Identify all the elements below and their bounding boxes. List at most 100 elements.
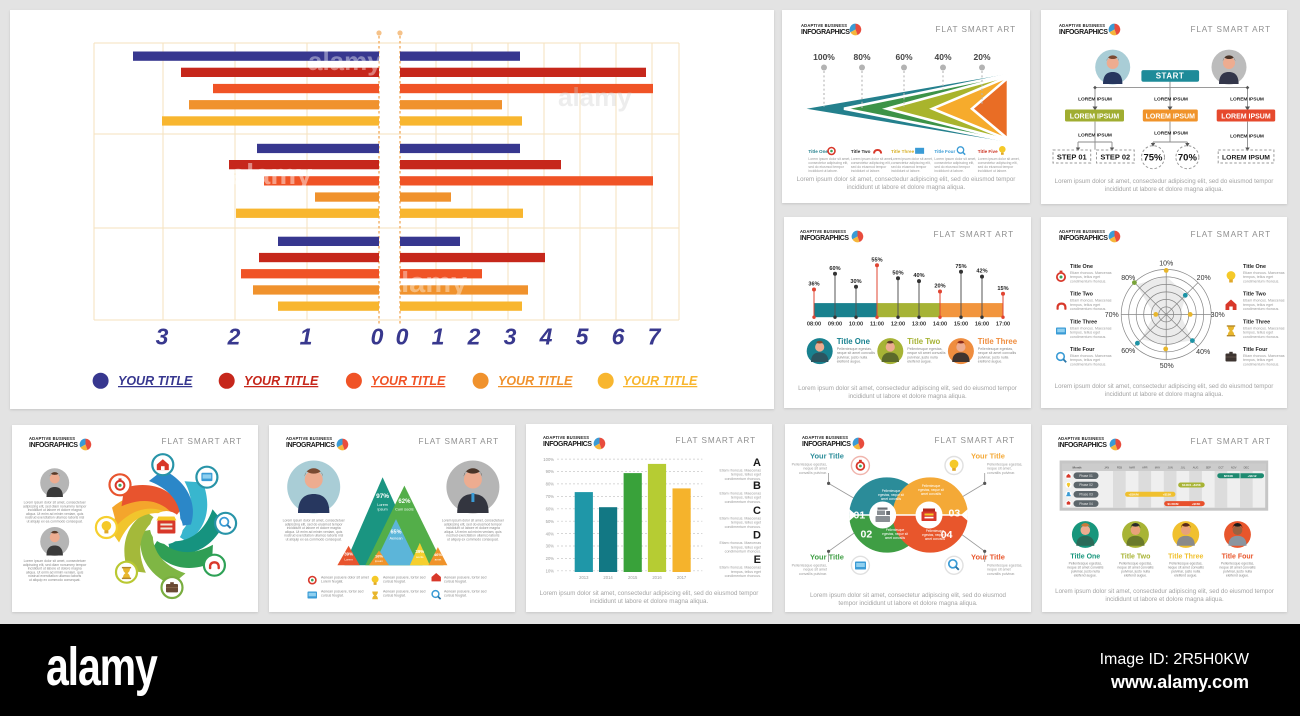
svg-text:Month: Month: [1073, 466, 1082, 470]
svg-text:50%: 50%: [892, 270, 903, 276]
svg-text:ut aliquip ex commodo consequa: ut aliquip ex commodo consequat.: [447, 538, 499, 542]
svg-text:Title One: Title One: [1070, 554, 1100, 561]
svg-text:Title Four: Title Four: [1243, 347, 1268, 353]
svg-text:consectetur adipiscing elit,: consectetur adipiscing elit,: [934, 161, 974, 165]
svg-text:JUN: JUN: [1168, 466, 1173, 470]
svg-text:Aenean posuere, tortor sed: Aenean posuere, tortor sed: [383, 576, 425, 580]
svg-text:ipsum: ipsum: [375, 559, 384, 563]
svg-text:Etiam rhoncus. Maecenas: Etiam rhoncus. Maecenas: [1243, 354, 1285, 358]
svg-text:Etiam rhoncus. Maecenas: Etiam rhoncus. Maecenas: [719, 517, 761, 521]
svg-text:90%: 90%: [546, 469, 555, 474]
svg-text:egestas, neque sit: egestas, neque sit: [918, 488, 944, 492]
svg-text:Lorem feugiat.: Lorem feugiat.: [321, 580, 343, 584]
svg-text:incididunt ut labore.: incididunt ut labore.: [851, 169, 880, 173]
svg-text:Etiam rhoncus. Maecenas: Etiam rhoncus. Maecenas: [1243, 326, 1285, 330]
svg-text:incididunt ut labore et dolore: incididunt ut labore et dolore magna: [446, 526, 500, 530]
svg-text:eleifend augue.: eleifend augue.: [1226, 574, 1249, 578]
svg-text:LOREM IPSUM: LOREM IPSUM: [1221, 113, 1271, 120]
svg-text:incididunt ut labore et dolore: incididunt ut labore et dolore magna: [28, 508, 82, 512]
svg-text:incididunt ut labore et dolore: incididunt ut labore et dolore magna: [287, 526, 341, 530]
svg-text:sed do eiusmod tempor: sed do eiusmod tempor: [978, 165, 1014, 169]
svg-text:3: 3: [504, 324, 517, 350]
svg-text:11:00: 11:00: [870, 322, 884, 328]
svg-text:Pellentesque egestas,: Pellentesque egestas,: [1221, 562, 1254, 566]
svg-text:Pellentesque: Pellentesque: [882, 489, 901, 493]
svg-text:100%: 100%: [543, 457, 554, 462]
svg-text:4: 4: [539, 324, 553, 350]
svg-text:12:00: 12:00: [891, 322, 905, 328]
svg-text:condimentum rhoncus.: condimentum rhoncus.: [1243, 335, 1279, 339]
svg-text:Title One: Title One: [1243, 264, 1266, 270]
svg-text:Title Four: Title Four: [1222, 554, 1254, 561]
svg-text:amet convallis: amet convallis: [881, 497, 902, 501]
svg-text:nostrud exercitation ullamco l: nostrud exercitation ullamco laboris: [28, 574, 81, 578]
svg-text:39%: 39%: [344, 552, 353, 557]
svg-text:04: 04: [941, 529, 953, 541]
svg-text:20%: 20%: [934, 284, 945, 290]
svg-text:Pellentesque: Pellentesque: [922, 484, 941, 488]
svg-text:aliqua. Ut enim ad minim venia: aliqua. Ut enim ad minim veniam, quis: [285, 530, 343, 534]
svg-text:condimentum rhoncus.: condimentum rhoncus.: [725, 477, 761, 481]
svg-text:2: 2: [467, 324, 481, 350]
svg-text:Your Title: Your Title: [810, 553, 844, 562]
svg-text:tempus, tellus eget: tempus, tellus eget: [731, 521, 761, 525]
svg-text:Lorem ipsum dolor sit amet,: Lorem ipsum dolor sit amet,: [934, 157, 976, 161]
svg-text:80%: 80%: [1121, 275, 1135, 282]
svg-text:Cum sociis: Cum sociis: [395, 508, 414, 512]
svg-text:+$1K/M: +$1K/M: [1128, 493, 1139, 497]
svg-text:Aenean posuere, tortor sed: Aenean posuere, tortor sed: [321, 590, 363, 594]
svg-text:14:00: 14:00: [933, 322, 947, 328]
svg-text:pulvinar, justo nulla: pulvinar, justo nulla: [978, 355, 1009, 359]
svg-text:adipiscing elit, sed diam nonu: adipiscing elit, sed diam nonummy tempor: [23, 504, 87, 508]
svg-text:LOREM IPSUM: LOREM IPSUM: [1222, 154, 1270, 161]
svg-text:JUL: JUL: [1181, 466, 1186, 470]
svg-text:02: 02: [861, 529, 873, 541]
svg-text:39%: 39%: [415, 549, 424, 554]
svg-text:Title One: Title One: [837, 337, 871, 346]
svg-text:incididunt ut labore.: incididunt ut labore.: [934, 169, 963, 173]
svg-text:40%: 40%: [934, 52, 951, 62]
svg-text:sed do eiusmod tempor: sed do eiusmod tempor: [851, 165, 887, 169]
svg-text:YOUR TITLE: YOUR TITLE: [498, 374, 573, 388]
svg-text:consectetur adipiscing elit,: consectetur adipiscing elit,: [851, 161, 891, 165]
svg-text:condimentum rhoncus.: condimentum rhoncus.: [725, 525, 761, 529]
svg-text:Title Two: Title Two: [907, 337, 940, 346]
svg-text:Lorem ipsum dolor sit amet,: Lorem ipsum dolor sit amet,: [851, 157, 893, 161]
svg-text:eleifend augue.: eleifend augue.: [907, 360, 932, 364]
svg-text:LOREM IPSUM: LOREM IPSUM: [1230, 97, 1264, 103]
svg-text:pulvinar, justo nulla: pulvinar, justo nulla: [907, 355, 938, 359]
svg-text:15%: 15%: [997, 286, 1008, 292]
svg-text:egestas, neque sit: egestas, neque sit: [922, 533, 948, 537]
svg-text:A: A: [753, 457, 761, 469]
svg-text:aliqua. Ut enim ad minim venia: aliqua. Ut enim ad minim veniam, quis: [444, 530, 502, 534]
svg-text:ut aliquip ex ea commodo conse: ut aliquip ex ea commodo consequat.: [27, 520, 83, 524]
svg-text:LOREM IPSUM: LOREM IPSUM: [1078, 97, 1112, 103]
svg-text:MAR: MAR: [1129, 466, 1135, 470]
svg-text:Phase 01: Phase 01: [1079, 474, 1093, 478]
svg-text:amet: amet: [435, 558, 442, 562]
svg-text:60%: 60%: [1121, 348, 1135, 355]
svg-text:Lorem ipsum dolor sit amet, co: Lorem ipsum dolor sit amet, consectetuer: [24, 501, 87, 505]
svg-text:neque sit amet: neque sit amet: [803, 568, 827, 572]
svg-text:condimentum rhoncus.: condimentum rhoncus.: [725, 550, 761, 554]
svg-text:nostrud exercitation ullamco l: nostrud exercitation ullamco laboris nis…: [25, 516, 84, 520]
svg-text:tempus, tellus eget: tempus, tellus eget: [1243, 303, 1273, 307]
svg-text:nostrud exercitation ullamco l: nostrud exercitation ullamco laboris nis…: [284, 534, 343, 538]
svg-text:100%: 100%: [813, 52, 835, 62]
svg-text:neque sit amet convallis: neque sit amet convallis: [1067, 566, 1103, 570]
svg-text:Pellentesque egestas,: Pellentesque egestas,: [987, 564, 1022, 568]
svg-text:+$1/12: +$1/12: [1248, 474, 1257, 478]
svg-text:ut aliquip ex ea commodo conse: ut aliquip ex ea commodo consequat.: [286, 538, 342, 542]
svg-text:YOUR TITLE: YOUR TITLE: [118, 374, 193, 388]
svg-text:Pellentesque egestas,: Pellentesque egestas,: [987, 463, 1022, 467]
svg-text:MAY: MAY: [1155, 466, 1161, 470]
svg-text:condimentum rhoncus.: condimentum rhoncus.: [1243, 362, 1279, 366]
svg-text:2: 2: [227, 324, 241, 350]
svg-text:NOV: NOV: [1231, 466, 1237, 470]
svg-text:consectetur adipiscing elit,: consectetur adipiscing elit,: [978, 161, 1018, 165]
svg-text:Title Five: Title Five: [978, 149, 998, 154]
svg-text:Your Title: Your Title: [971, 553, 1005, 562]
svg-text:30%: 30%: [1211, 312, 1225, 319]
svg-text:2015: 2015: [628, 575, 638, 580]
svg-text:16:00: 16:00: [975, 322, 989, 328]
